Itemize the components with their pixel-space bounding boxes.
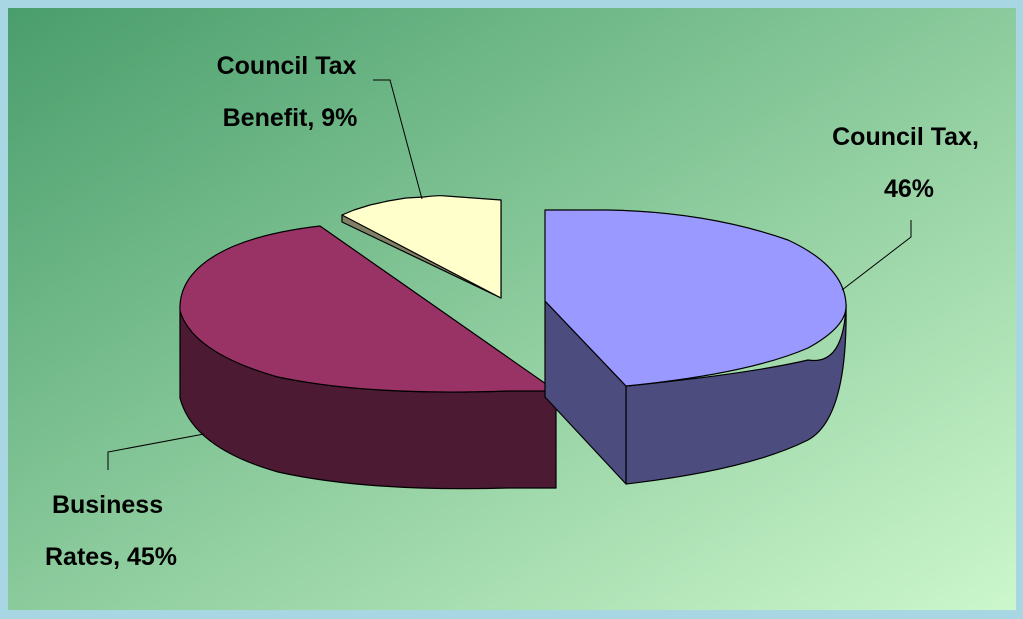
slice-label-council-tax-benefit: Council Tax Benefit, 9% [217,52,364,132]
slice-label-council-tax: Council Tax, 46% [832,123,986,203]
slice-side-council-tax-front [625,303,847,485]
slice-top-council-tax [544,209,847,387]
chart-background [8,8,1016,610]
slice-label-business-rates: Business Rates, 45% [45,491,177,571]
slice-top-council-tax-benefit [341,195,502,299]
leader-line-council-tax-benefit [373,79,423,200]
pie-chart: Council Tax, 46% Business Rates, 45% Cou… [8,8,1016,610]
pie-slice-business-rates [179,225,557,490]
chart-frame: Council Tax, 46% Business Rates, 45% Cou… [8,8,1016,610]
leader-line-business-rates [107,433,205,470]
pie-slice-council-tax [544,209,847,485]
slice-top-business-rates [179,225,557,393]
pie-slice-council-tax-benefit [341,195,502,299]
leader-line-council-tax [841,220,912,291]
